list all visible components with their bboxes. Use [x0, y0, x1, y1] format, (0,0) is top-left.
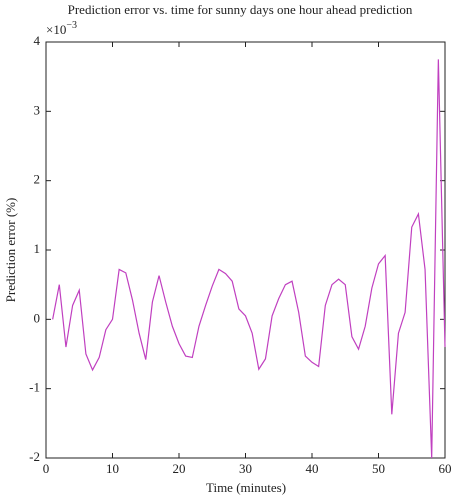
x-tick-label: 20 — [173, 461, 186, 476]
y-tick-label: 0 — [34, 310, 41, 325]
y-scale-label: ×10−3 — [46, 20, 77, 37]
data-line — [52, 59, 446, 459]
y-scale-base: ×10 — [46, 22, 66, 37]
y-tick-label: 2 — [34, 172, 41, 187]
x-axis-label: Time (minutes) — [206, 480, 286, 495]
y-tick-label: 3 — [34, 102, 41, 117]
x-tick-label: 50 — [372, 461, 385, 476]
x-tick-label: 10 — [106, 461, 119, 476]
chart-title: Prediction error vs. time for sunny days… — [68, 2, 413, 17]
x-tick-label: 60 — [439, 461, 452, 476]
y-tick-label: 4 — [34, 33, 41, 48]
plot-frame — [45, 41, 446, 459]
y-tick-label: -1 — [29, 380, 40, 395]
y-scale-exponent: −3 — [66, 20, 77, 31]
x-tick-label: 30 — [239, 461, 252, 476]
y-tick-label: -2 — [29, 449, 40, 464]
y-axis-label: Prediction error (%) — [3, 198, 18, 303]
x-tick-label: 0 — [43, 461, 50, 476]
x-tick-label: 40 — [306, 461, 319, 476]
y-tick-label: 1 — [34, 241, 41, 256]
